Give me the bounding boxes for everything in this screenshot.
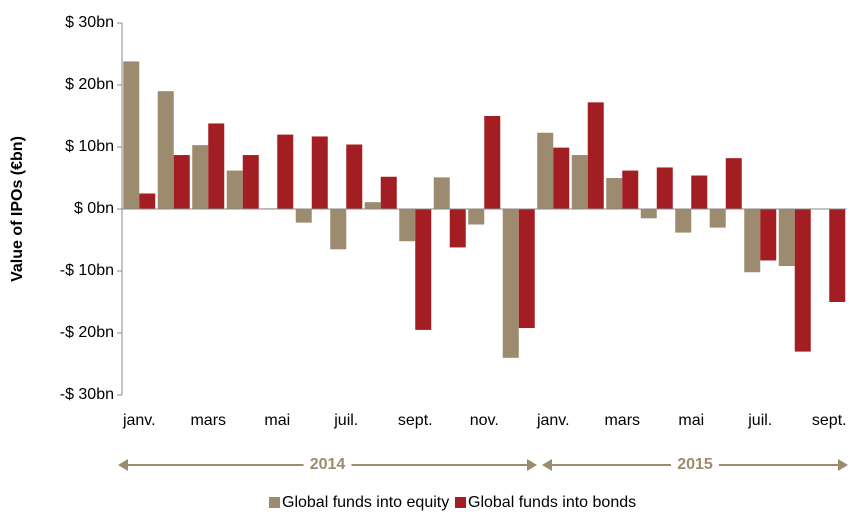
x-tick-label: sept. [812,412,847,429]
bar [709,209,726,228]
legend-label: Global funds into bonds [468,494,636,511]
bar [691,175,708,209]
bar [778,209,795,267]
x-tick-label: nov. [470,412,499,429]
y-axis-label: Value of IPOs (€bn) [9,136,26,282]
bar [364,202,381,209]
y-tick-label: $ 30bn [65,14,114,31]
y-tick-label: -$ 10bn [60,262,114,279]
bar [449,209,466,248]
x-tick-label: sept. [398,412,433,429]
arrow-head [118,459,128,471]
bar [587,102,604,209]
bar [123,61,140,209]
bar [606,178,623,209]
bar [226,170,243,209]
bar [192,145,209,209]
bar [380,176,397,209]
x-tick-label: janv. [122,412,156,429]
x-tick-label: mars [604,412,640,429]
bar [157,91,174,209]
bar [675,209,692,233]
bar [518,209,535,329]
bar [622,170,639,209]
year-label-bg [303,456,352,474]
x-tick-label: mai [678,412,704,429]
y-tick-label: -$ 30bn [60,386,114,403]
x-tick-label: mars [190,412,226,429]
y-tick-label: $ 0bn [74,200,114,217]
bar [208,123,225,209]
bar [571,155,588,209]
bar [794,209,811,352]
bar [139,193,156,209]
bar [656,167,673,209]
year-label: 2014 [310,456,346,473]
bar [829,209,846,302]
x-tick-label: janv. [536,412,570,429]
bar [640,209,657,219]
bar [484,116,501,209]
legend-swatch [455,497,466,508]
bar [346,144,363,209]
x-tick-label: juil. [333,412,358,429]
arrow-head [527,459,537,471]
x-tick-label: mai [264,412,290,429]
bar [725,158,742,209]
year-label: 2015 [677,456,713,473]
year-label-bg [671,456,719,474]
bar [553,147,570,209]
bar [277,134,294,209]
bar [537,132,554,209]
y-tick-label: -$ 20bn [60,324,114,341]
bar [399,209,416,242]
legend-swatch [269,497,280,508]
bar [433,177,450,209]
bar [744,209,761,273]
bar [760,209,777,261]
arrow-head [838,459,848,471]
bar [311,136,328,209]
bar [173,155,190,209]
bar [330,209,347,250]
y-tick-label: $ 10bn [65,138,114,155]
legend-label: Global funds into equity [282,494,449,511]
x-tick-label: juil. [747,412,772,429]
bar [468,209,485,225]
arrow-head [542,459,552,471]
y-tick-label: $ 20bn [65,76,114,93]
bar [502,209,519,358]
bar [415,209,432,330]
bar [295,209,312,223]
bar [242,155,259,209]
